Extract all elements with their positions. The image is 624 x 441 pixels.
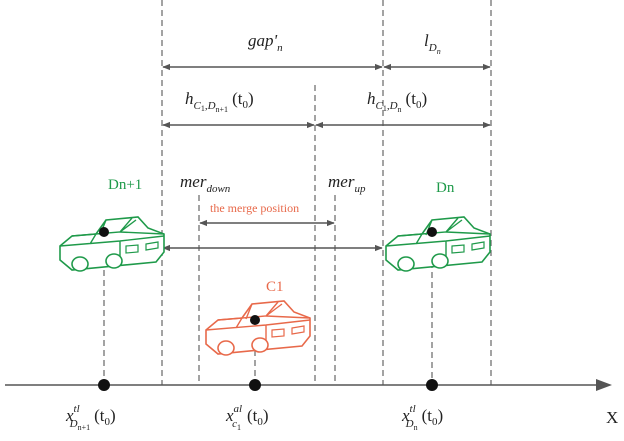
diagram: X gap'n lDn hC1,Dn+1(t0) hC1,Dn(t0) merd… <box>0 0 624 441</box>
mer-down-label: merdown <box>180 172 231 195</box>
mer-up-label: merup <box>328 172 366 195</box>
length-label: lDn <box>424 31 441 56</box>
axis-label: X <box>606 408 618 427</box>
vehicle-label: C1 <box>266 279 284 295</box>
headway-lead-label: hC1,Dn(t0) <box>367 89 427 114</box>
vehicle-label: Dn+1 <box>108 177 142 193</box>
gap-label: gap'n <box>248 31 283 54</box>
headway-next-label: hC1,Dn+1(t0) <box>185 89 254 114</box>
vehicle-label: Dn <box>436 180 455 196</box>
merge-position-label: the merge position <box>210 201 299 215</box>
